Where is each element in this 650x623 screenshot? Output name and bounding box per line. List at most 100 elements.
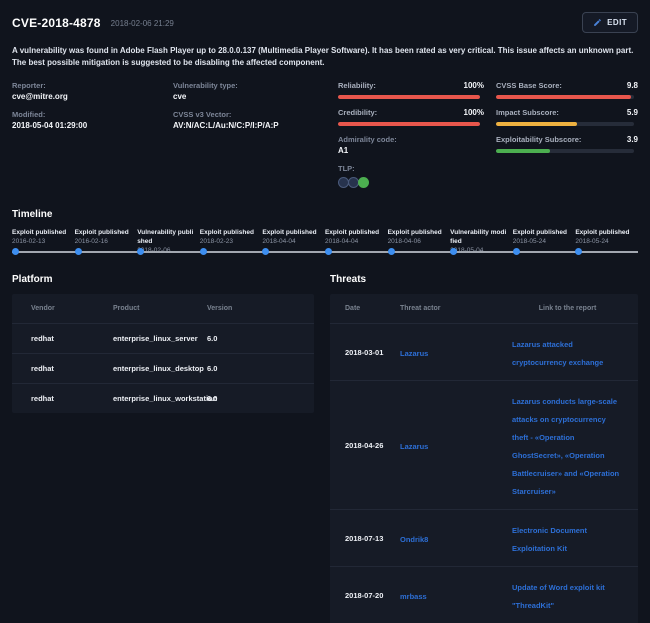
exploitability-subscore-meter: Exploitability Subscore: 3.9: [496, 135, 638, 153]
info-column-4: CVSS Base Score: 9.8 Impact Subscore: 5.…: [496, 81, 638, 196]
threat-row: 2018-04-26 Lazarus Lazarus conducts larg…: [330, 380, 638, 509]
impact-subscore-value: 5.9: [626, 108, 638, 117]
threat-actor-link[interactable]: mrbass: [400, 592, 427, 601]
vulnerability-type-value: cve: [173, 92, 187, 101]
page-header: CVE-2018-4878 2018-02-06 21:29 EDIT: [0, 0, 650, 37]
credibility-bar-fill: [338, 122, 480, 126]
platform-header-vendor: Vendor: [31, 305, 55, 312]
impact-subscore-bar-fill: [496, 122, 578, 126]
threat-actor-link[interactable]: Lazarus: [400, 442, 429, 451]
impact-subscore-label: Impact Subscore:: [496, 108, 559, 117]
reliability-bar: [338, 95, 480, 99]
timeline-event[interactable]: Exploit published 2018-04-04: [262, 228, 325, 255]
platform-header-product: Product: [113, 305, 140, 312]
threats-section-title: Threats: [330, 274, 367, 285]
admirality-code-field: Admirality code: A1: [338, 135, 484, 156]
pencil-icon: [594, 19, 602, 26]
info-grid: Reporter: cve@mitre.org Modified: 2018-0…: [12, 81, 638, 196]
timeline-dot: [512, 248, 520, 255]
exploitability-subscore-label: Exploitability Subscore:: [496, 135, 582, 144]
platform-section: Platform Vendor Product Version redhat e…: [12, 274, 314, 623]
impact-subscore-meter: Impact Subscore: 5.9: [496, 108, 638, 126]
timeline-section-title: Timeline: [12, 209, 53, 220]
tlp-circle-3[interactable]: [358, 177, 369, 188]
cvss-base-score-value: 9.8: [626, 81, 638, 90]
admirality-code-value: A1: [338, 146, 349, 155]
modified-value: 2018-05-04 01:29:00: [12, 121, 88, 130]
credibility-bar: [338, 122, 480, 126]
threats-header-link: Link to the report: [538, 305, 597, 312]
threat-report-link[interactable]: Lazarus attacked cryptocurrency exchange: [512, 340, 604, 367]
admirality-code-label: Admirality code:: [338, 135, 397, 144]
reliability-meter: Reliability: 100%: [338, 81, 484, 99]
platform-header-version: Version: [207, 305, 233, 312]
tlp-circles: [338, 177, 484, 188]
threats-table: Date Threat actor Link to the report 201…: [330, 294, 638, 623]
threat-report-link[interactable]: Electronic Document Exploitation Kit: [512, 526, 588, 553]
cvss-base-score-bar: [496, 95, 634, 99]
reporter-label: Reporter:: [12, 81, 46, 90]
cvss-base-score-meter: CVSS Base Score: 9.8: [496, 81, 638, 99]
reliability-value: 100%: [463, 81, 484, 90]
reporter-field: Reporter: cve@mitre.org: [12, 81, 173, 102]
timeline-dot: [262, 248, 270, 255]
threat-actor-link[interactable]: Lazarus: [400, 349, 429, 358]
timeline-dot: [74, 248, 82, 255]
info-column-3: Reliability: 100% Credibility: 100% Admi…: [338, 81, 484, 196]
cvss-vector-field: CVSS v3 Vector: AV:N/AC:L/Au:N/C:P/I:P/A…: [173, 110, 338, 131]
timeline-event[interactable]: Exploit published 2016-02-13: [12, 228, 75, 255]
cve-published-date: 2018-02-06 21:29: [110, 18, 174, 28]
timeline-dot: [199, 248, 207, 255]
reliability-bar-fill: [338, 95, 480, 99]
timeline-event[interactable]: Exploit published 2018-05-24: [575, 228, 638, 255]
timeline-dot: [575, 248, 583, 255]
timeline-dot: [12, 248, 19, 255]
threat-report-link[interactable]: Lazarus conducts large-scale attacks on …: [512, 397, 620, 496]
vulnerability-description: A vulnerability was found in Adobe Flash…: [12, 46, 634, 67]
threat-row: 2018-03-01 Lazarus Lazarus attacked cryp…: [330, 323, 638, 380]
threat-row: 2018-07-13 Ondrik8 Electronic Document E…: [330, 509, 638, 566]
platform-row[interactable]: redhat enterprise_linux_workstation 6.0: [12, 383, 314, 413]
platform-row[interactable]: redhat enterprise_linux_server 6.0: [12, 323, 314, 353]
exploitability-subscore-bar-fill: [496, 149, 550, 153]
edit-button-label: EDIT: [607, 18, 627, 27]
threat-actor-link[interactable]: Ondrik8: [400, 535, 429, 544]
reporter-value: cve@mitre.org: [12, 92, 68, 101]
timeline: Exploit published 2016-02-13 Exploit publ…: [12, 228, 638, 274]
threats-section: Threats Date Threat actor Link to the re…: [330, 274, 638, 623]
timeline-event[interactable]: Vulnerability modified2018-05-04: [450, 228, 513, 255]
reliability-label: Reliability:: [338, 81, 376, 90]
timeline-event[interactable]: Exploit published 2018-04-06: [387, 228, 451, 255]
timeline-event[interactable]: Exploit published 2018-05-24: [512, 228, 576, 255]
timeline-event[interactable]: Exploit published 2018-04-04: [324, 228, 388, 255]
threats-table-header: Date Threat actor Link to the report: [330, 294, 638, 323]
timeline-event[interactable]: Exploit published 2016-02-16: [74, 228, 138, 255]
exploitability-subscore-value: 3.9: [626, 135, 638, 144]
tlp-field: TLP:: [338, 164, 484, 188]
vulnerability-type-field: Vulnerability type: cve: [173, 81, 338, 102]
cvss-base-score-bar-fill: [496, 95, 632, 99]
platform-table: Vendor Product Version redhat enterprise…: [12, 294, 314, 413]
info-column-2: Vulnerability type: cve CVSS v3 Vector: …: [173, 81, 338, 196]
timeline-dot: [324, 248, 332, 255]
vulnerability-type-label: Vulnerability type:: [173, 81, 238, 90]
modified-label: Modified:: [12, 110, 46, 119]
exploitability-subscore-bar: [496, 149, 634, 153]
threat-row: 2018-07-20 mrbass Update of Word exploit…: [330, 566, 638, 623]
timeline-dot: [387, 248, 395, 255]
edit-button[interactable]: EDIT: [582, 12, 638, 33]
timeline-dot: [450, 248, 458, 255]
modified-field: Modified: 2018-05-04 01:29:00: [12, 110, 173, 131]
cvss-vector-value: AV:N/AC:L/Au:N/C:P/I:P/A:P: [173, 121, 279, 130]
tlp-label: TLP:: [338, 164, 355, 173]
platform-row[interactable]: redhat enterprise_linux_desktop 6.0: [12, 353, 314, 383]
timeline-event[interactable]: Exploit published 2018-02-23: [199, 228, 263, 255]
cve-title: CVE-2018-4878: [12, 15, 101, 30]
credibility-label: Credibility:: [338, 108, 378, 117]
credibility-value: 100%: [463, 108, 484, 117]
threats-header-date: Date: [345, 305, 361, 312]
threat-report-link[interactable]: Update of Word exploit kit "ThreadKit": [512, 583, 605, 610]
info-column-1: Reporter: cve@mitre.org Modified: 2018-0…: [12, 81, 173, 196]
credibility-meter: Credibility: 100%: [338, 108, 484, 126]
